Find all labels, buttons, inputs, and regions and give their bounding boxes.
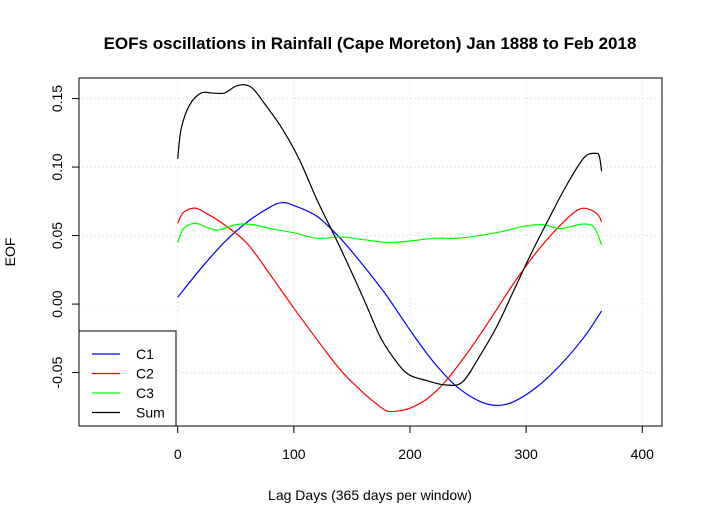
y-axis-label: EOF bbox=[2, 238, 18, 267]
x-tick-label-2: 200 bbox=[398, 446, 422, 462]
legend-label-c3: C3 bbox=[136, 385, 154, 401]
series-line-c1 bbox=[177, 202, 603, 407]
x-tick-label-3: 300 bbox=[514, 446, 538, 462]
x-tick-label-0: 0 bbox=[174, 446, 182, 462]
chart-title: EOFs oscillations in Rainfall (Cape More… bbox=[104, 34, 637, 53]
legend: C1 C2 C3 Sum bbox=[78, 330, 177, 427]
x-axis: 0 100 200 300 400 bbox=[174, 425, 655, 462]
series-line-sum bbox=[177, 84, 603, 387]
y-axis: -0.05 0.00 0.05 0.10 0.15 bbox=[49, 85, 80, 389]
y-tick-label-1: 0.00 bbox=[49, 290, 65, 317]
legend-label-c1: C1 bbox=[136, 346, 154, 362]
y-tick-label-4: 0.15 bbox=[49, 85, 65, 112]
x-axis-label: Lag Days (365 days per window) bbox=[268, 487, 472, 503]
y-tick-label-0: -0.05 bbox=[49, 356, 65, 388]
y-tick-label-3: 0.10 bbox=[49, 153, 65, 180]
y-tick-label-2: 0.05 bbox=[49, 222, 65, 249]
x-tick-label-4: 400 bbox=[631, 446, 655, 462]
legend-label-c2: C2 bbox=[136, 366, 154, 382]
series-line-c3 bbox=[177, 222, 603, 246]
legend-label-sum: Sum bbox=[136, 405, 165, 421]
series-layer bbox=[177, 84, 603, 413]
x-tick-label-1: 100 bbox=[282, 446, 306, 462]
legend-box bbox=[78, 330, 177, 427]
series-line-c2 bbox=[177, 207, 603, 413]
